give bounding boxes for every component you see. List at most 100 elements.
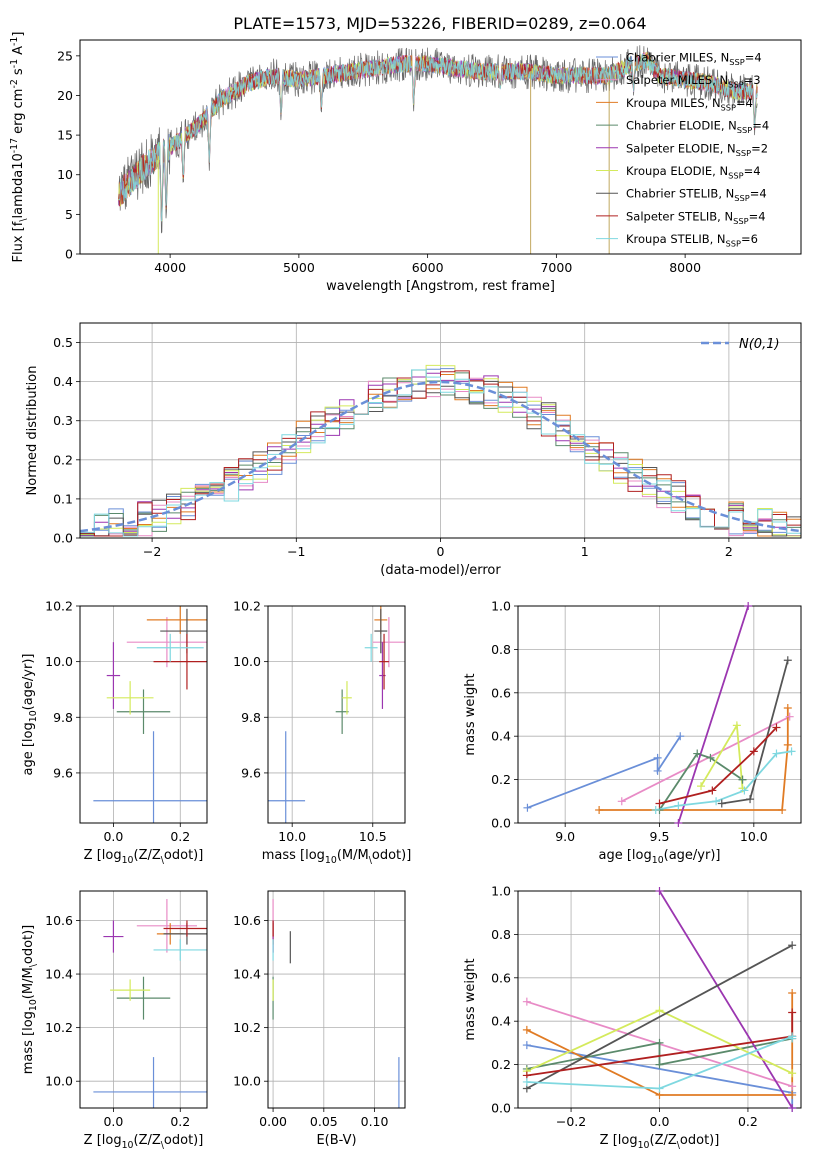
y-tick-label: 0.6 — [491, 685, 511, 700]
label-part: Z [log — [84, 1133, 122, 1148]
legend-label: Kroupa STELIB, NSSP=6 — [626, 232, 758, 248]
label-part: SSP — [737, 125, 752, 135]
weight-marker — [744, 602, 753, 610]
y-axis-label: Normed distribution — [25, 366, 40, 496]
label-part: Chabrier ELODIE, N — [626, 119, 737, 133]
label-part: odot)] — [164, 1133, 203, 1148]
x-axis-label: E(B-V) — [316, 1133, 356, 1148]
x-tick-label: 0.10 — [361, 1114, 389, 1129]
label-part: SSP — [721, 102, 736, 112]
weight-line — [659, 726, 778, 805]
weight-line — [526, 944, 793, 1090]
label-part: age [log — [599, 848, 652, 863]
y-tick-label: 0.5 — [53, 335, 73, 350]
weight-marker — [674, 801, 683, 810]
label-part: \ — [369, 855, 373, 866]
label-part: \ — [28, 963, 39, 967]
y-tick-label: 0.4 — [491, 1014, 511, 1029]
y-tick-label: 5 — [65, 207, 73, 222]
x-tick-label: 5000 — [283, 260, 315, 275]
y-tick-label: 10.2 — [233, 599, 261, 614]
label-part: Kroupa MILES, N — [626, 96, 721, 110]
label-part: \ — [161, 1140, 165, 1151]
label-part: ] — [11, 32, 26, 37]
y-tick-label: 10.0 — [45, 1074, 73, 1089]
x-tick-label: −0.2 — [556, 1114, 586, 1129]
y-tick-label: 10.2 — [45, 599, 73, 614]
figure-title: PLATE=1573, MJD=53226, FIBERID=0289, z=0… — [233, 14, 646, 33]
weight-marker — [712, 797, 721, 806]
label-part: Salpeter STELIB, N — [626, 209, 733, 223]
label-part: odot)] — [164, 848, 203, 863]
label-part: Chabrier STELIB, N — [626, 187, 734, 201]
axes-frame — [267, 605, 406, 824]
label-part: Kroupa ELODIE, N — [626, 164, 728, 178]
y-axis-label: age [log10(age/yr)] — [21, 654, 39, 776]
label-part: =3 — [744, 73, 761, 87]
label-part: age [log — [21, 722, 36, 775]
x-tick-label: 0.0 — [103, 1114, 123, 1129]
label-part: (M/M — [21, 967, 36, 999]
gaussian-curve — [80, 380, 801, 533]
x-axis-label: wavelength [Angstrom, rest frame] — [326, 279, 555, 294]
y-tick-label: 10.4 — [45, 967, 73, 982]
weight-marker — [732, 721, 741, 730]
label-part: SSP — [733, 216, 748, 226]
label-part: 10 — [28, 710, 39, 722]
weight-marker — [717, 799, 726, 808]
weight-marker — [788, 1008, 797, 1017]
label-part: Flux [f — [11, 221, 26, 262]
weight-marker — [740, 786, 749, 795]
label-part: 10 — [638, 1140, 650, 1151]
label-part: odot)] — [680, 1133, 719, 1148]
weight-marker — [788, 941, 797, 950]
y-tick-label: 10 — [57, 167, 73, 182]
weight-line — [526, 993, 794, 1096]
x-tick-label: 0.2 — [170, 1114, 190, 1129]
weight-line — [527, 735, 682, 809]
weight-marker — [651, 805, 660, 814]
label-part: 10 — [652, 855, 664, 866]
y-tick-label: 0.8 — [491, 927, 511, 942]
label-part: =4 — [750, 187, 767, 201]
axes-frame — [79, 890, 208, 1109]
weight-marker — [522, 1077, 531, 1086]
y-tick-label: 1.0 — [491, 884, 511, 899]
weight-marker — [655, 887, 664, 895]
y-tick-label: 0.2 — [53, 452, 73, 467]
label-part: 10 — [325, 855, 337, 866]
y-tick-label: 0.3 — [53, 413, 73, 428]
panel-mass_weight_vs_Z: −0.2 0.0 0.2 0.0 0.2 0.4 0.6 0.8 1.0 Z [log10(Z/Z… — [463, 884, 802, 1151]
spectrum-line — [118, 53, 758, 222]
y-tick-label: 20 — [57, 88, 73, 103]
label-part: A — [11, 46, 26, 59]
y-tick-label: 10.2 — [45, 1020, 73, 1035]
weight-line — [599, 708, 789, 811]
label-part: (M/M — [337, 848, 369, 863]
weight-marker — [783, 740, 792, 749]
label-part: (age/yr)] — [664, 848, 721, 863]
legend-label: Salpeter ELODIE, NSSP=2 — [626, 141, 768, 157]
plot-area — [93, 899, 207, 1108]
y-axis-label: mass weight — [463, 958, 478, 1040]
weight-marker — [738, 784, 747, 793]
x-tick-label: 10.0 — [278, 829, 306, 844]
panel-residuals: −2 −1 0 1 2 0.0 0.1 0.2 0.3 0.4 0.5 (data-model)/er… — [25, 322, 802, 578]
x-axis-label: mass [log10(M/M\odot)] — [262, 848, 412, 866]
y-tick-label: 0.6 — [491, 970, 511, 985]
plot-area — [272, 899, 400, 1108]
label-part: Chabrier MILES, N — [626, 51, 729, 65]
label-part: Z [log — [600, 1133, 638, 1148]
plot-area — [268, 606, 405, 823]
weight-marker — [655, 1038, 664, 1047]
y-axis-label: Flux [f\lambda10-17 erg cm-2 s-1 A-1] — [9, 32, 29, 263]
weight-marker — [522, 1041, 531, 1050]
x-tick-label: 0.2 — [170, 829, 190, 844]
plot-area — [80, 364, 801, 538]
y-tick-label: 10.4 — [233, 967, 261, 982]
weight-marker — [788, 1104, 797, 1112]
legend-label: N(0,1) — [739, 337, 780, 352]
weight-line — [658, 891, 793, 1108]
y-tick-label: 10.0 — [233, 654, 261, 669]
label-part: =4 — [744, 164, 761, 178]
